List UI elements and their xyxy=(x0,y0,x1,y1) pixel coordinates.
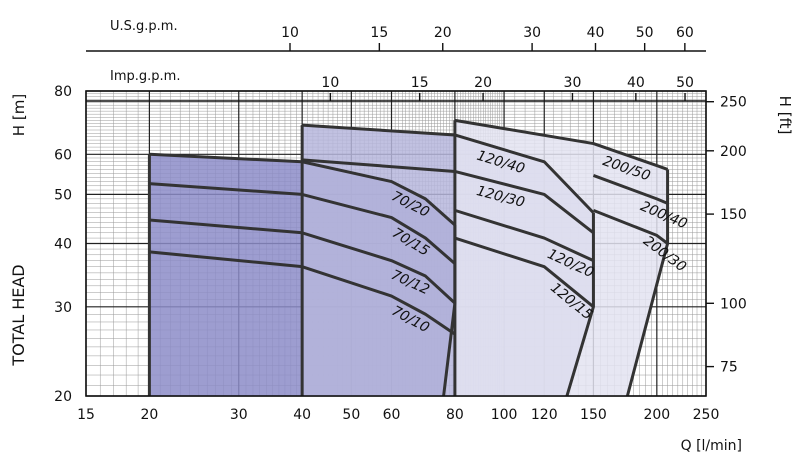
axes: 15 20 30 40 50 60 80 100 120 150 200 250 20 30 40 50 60 8… xyxy=(54,25,747,423)
top-axis-tick-label: 30 xyxy=(523,25,541,41)
curve-200-30 xyxy=(592,208,669,245)
top-axis-tick-label: 50 xyxy=(676,75,694,91)
x-tick-label: 30 xyxy=(230,407,248,423)
x-tick-label: 60 xyxy=(383,407,401,423)
top-axis-tick-label: 30 xyxy=(564,75,582,91)
curve-70-20 xyxy=(149,152,456,227)
curve-120-20 xyxy=(454,208,595,263)
y-left-axis-title: TOTAL HEAD xyxy=(9,264,28,366)
top-axis-tick-label: 10 xyxy=(321,75,339,91)
y-tick-label: 50 xyxy=(54,187,72,203)
y-left-unit-label: H [m] xyxy=(10,94,28,136)
curve-120-15 xyxy=(454,236,595,308)
x-tick-label: 20 xyxy=(140,407,158,423)
top-axis-tick-label: 60 xyxy=(676,25,694,41)
x-tick-label: 120 xyxy=(531,407,558,423)
top-axis-tick-label: 50 xyxy=(636,25,654,41)
x-tick-label: 150 xyxy=(580,407,607,423)
zone-fill-2 xyxy=(454,120,668,397)
y-tick-label: 30 xyxy=(54,300,72,316)
x-tick-label: 40 xyxy=(293,407,311,423)
top-axis-tick-label: 40 xyxy=(627,75,645,91)
y-right-tick-label: 75 xyxy=(720,360,738,376)
y-right-tick-label: 100 xyxy=(720,296,747,312)
x-tick-label: 200 xyxy=(643,407,670,423)
top-axis-label-impgpm: Imp.g.p.m. xyxy=(110,69,180,84)
x-tick-label: 100 xyxy=(491,407,518,423)
top-axis-tick-label: 20 xyxy=(434,25,452,41)
curve-200-50 xyxy=(454,118,669,171)
x-tick-label: 15 xyxy=(77,407,95,423)
zone-right-edge-1 xyxy=(565,212,595,397)
x-axis-title: Q [l/min] xyxy=(681,438,742,454)
y-right-axis-title: H [ft] xyxy=(776,96,794,135)
curve-200-40 xyxy=(592,174,669,205)
curve-120-40 xyxy=(302,123,595,214)
top-axis-tick-label: 10 xyxy=(281,25,299,41)
curves xyxy=(147,118,670,397)
x-tick-label: 50 xyxy=(342,407,360,423)
y-right-tick-label: 200 xyxy=(720,144,747,160)
curve-70-12 xyxy=(149,218,456,305)
curve-120-30 xyxy=(302,158,595,234)
x-tick-label: 250 xyxy=(693,407,720,423)
y-tick-label: 80 xyxy=(54,84,72,100)
x-tick-label: 80 xyxy=(446,407,464,423)
top-axis-tick-label: 20 xyxy=(474,75,492,91)
top-axis-label-usgpm: U.S.g.p.m. xyxy=(110,19,178,34)
top-axis-tick-label: 15 xyxy=(370,25,388,41)
y-right-tick-label: 150 xyxy=(720,207,747,223)
curve-70-15 xyxy=(149,182,456,265)
y-tick-label: 40 xyxy=(54,237,72,253)
y-right-tick-label: 250 xyxy=(720,95,747,111)
top-axis-tick-label: 40 xyxy=(587,25,605,41)
curve-70-10 xyxy=(149,250,456,336)
top-axis-tick-label: 15 xyxy=(411,75,429,91)
y-tick-label: 20 xyxy=(54,389,72,405)
plot-frame xyxy=(85,90,707,397)
y-tick-label: 60 xyxy=(54,147,72,163)
